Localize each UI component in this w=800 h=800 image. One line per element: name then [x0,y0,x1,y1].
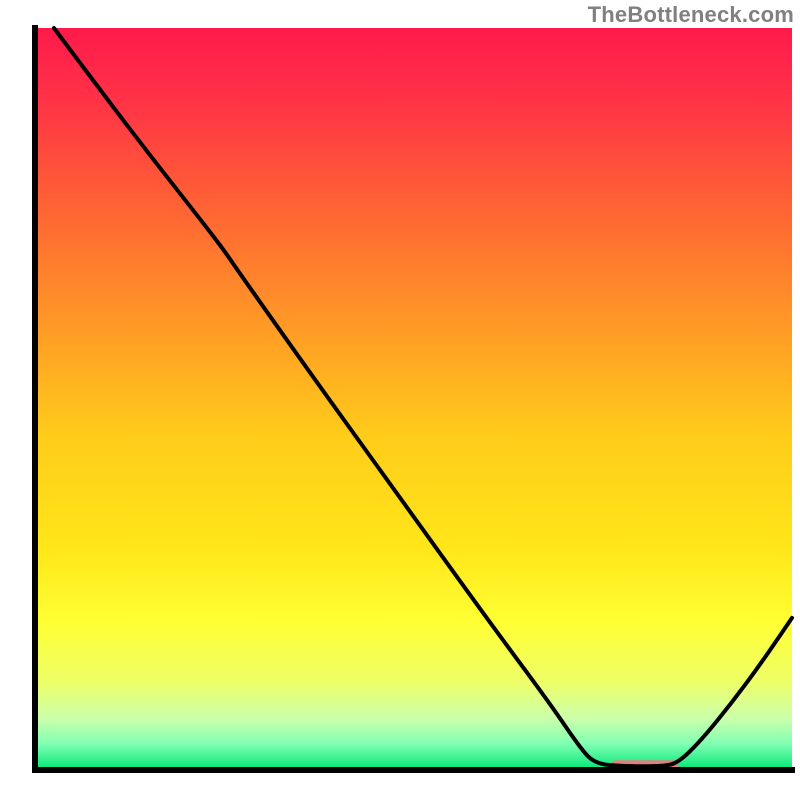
chart-root: TheBottleneck.com [0,0,800,800]
chart-svg [0,0,800,800]
watermark-text: TheBottleneck.com [588,2,794,28]
plot-gradient-bg [35,28,792,770]
